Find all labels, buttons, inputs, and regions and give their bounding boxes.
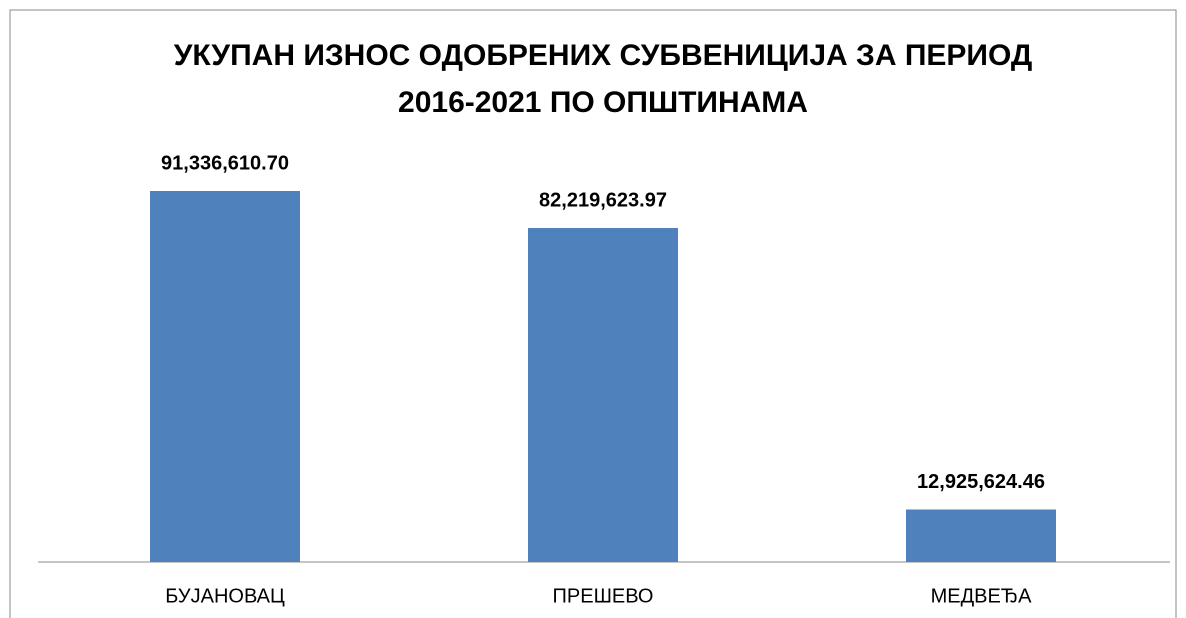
- bar: [906, 509, 1056, 562]
- data-label: 91,336,610.70: [161, 152, 289, 174]
- data-label: 82,219,623.97: [539, 189, 667, 211]
- chart-title: 2016-2021 ПО ОПШТИНАМА: [398, 86, 808, 119]
- data-label: 12,925,624.46: [917, 471, 1045, 493]
- chart-frame: [9, 9, 1177, 618]
- bar: [150, 191, 300, 562]
- bar: [528, 228, 678, 562]
- chart-title: УКУПАН ИЗНОС ОДОБРЕНИХ СУБВЕНИЦИЈА ЗА ПЕ…: [174, 39, 1033, 72]
- x-tick-label: ПРЕШЕВО: [553, 585, 654, 607]
- x-tick-label: МЕДВЕЂА: [931, 585, 1033, 607]
- x-tick-label: БУЈАНОВАЦ: [165, 585, 285, 607]
